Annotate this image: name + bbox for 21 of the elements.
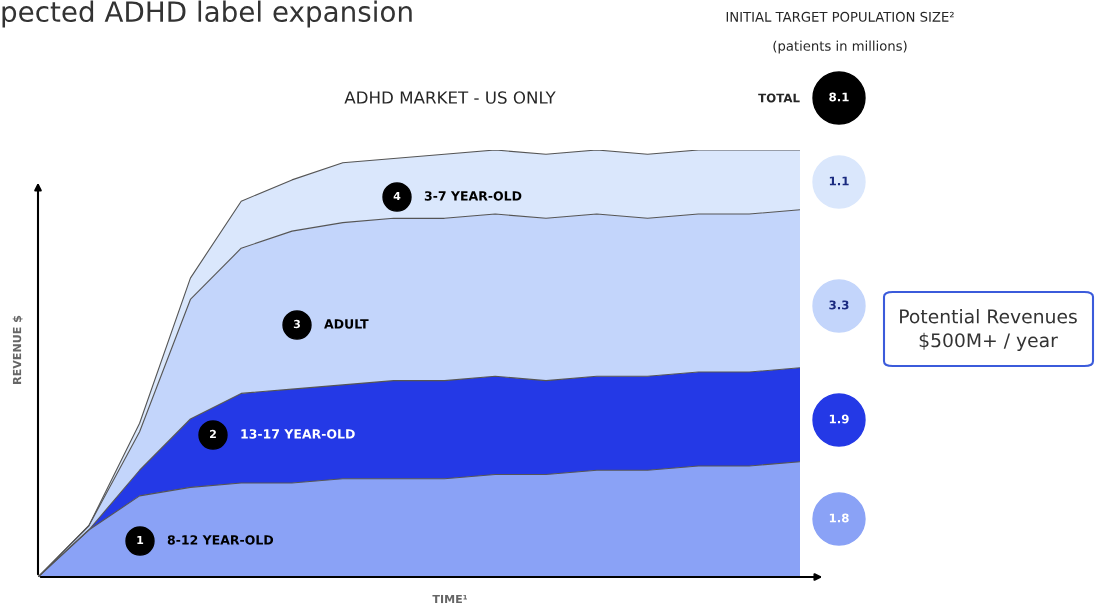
text: 1.1 bbox=[829, 176, 849, 186]
text: 8.1 bbox=[829, 92, 849, 102]
y-axis-title: REVENUE $ bbox=[12, 315, 23, 384]
chart-title: pected ADHD label expansion bbox=[2, 0, 412, 28]
text: ADHD MARKET - US ONLY bbox=[344, 91, 556, 104]
text: 1.9 bbox=[829, 414, 849, 424]
annotation: 1 bbox=[137, 535, 144, 545]
annotation: 2 bbox=[210, 429, 216, 439]
text: (patients in millions) bbox=[773, 40, 907, 54]
text: Potential Revenues $500M+ / year bbox=[900, 309, 1077, 351]
text: 3.3 bbox=[829, 300, 849, 310]
text: 1.8 bbox=[829, 513, 849, 523]
series-label: 8-12 YEAR-OLD bbox=[167, 535, 274, 545]
x-axis-title: TIME¹ bbox=[432, 594, 467, 604]
text: INITIAL TARGET POPULATION SIZE² bbox=[726, 11, 954, 22]
series-label: 13-17 YEAR-OLD bbox=[241, 429, 355, 439]
text: TOTAL bbox=[758, 93, 800, 103]
series-label: 3-7 YEAR-OLD bbox=[424, 191, 522, 201]
series-label: ADULT bbox=[324, 319, 369, 329]
annotation: 3 bbox=[293, 319, 300, 329]
annotation: 4 bbox=[393, 191, 401, 201]
